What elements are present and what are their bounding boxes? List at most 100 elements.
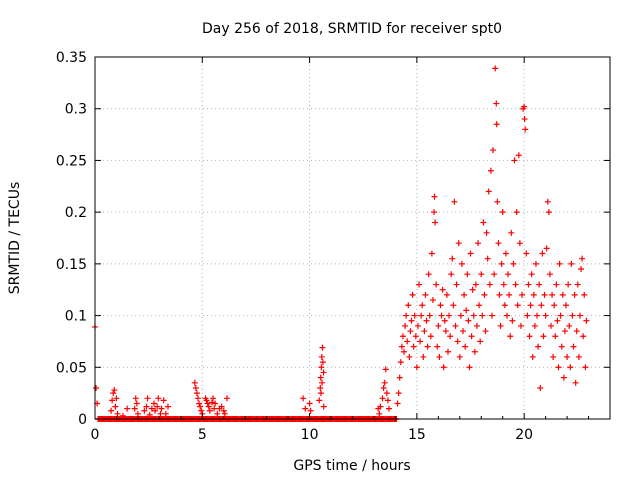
data-point	[573, 328, 580, 335]
data-point	[402, 322, 409, 329]
data-point	[502, 250, 509, 257]
data-point	[461, 291, 468, 298]
data-point	[401, 348, 407, 355]
data-point	[542, 312, 549, 319]
data-point	[384, 397, 391, 404]
data-point	[550, 353, 557, 360]
data-point	[418, 312, 425, 319]
data-point	[319, 379, 326, 386]
data-point	[317, 374, 324, 381]
data-point	[446, 312, 453, 319]
data-point	[421, 328, 428, 335]
data-point	[205, 403, 212, 410]
data-point	[583, 317, 590, 324]
data-point	[435, 322, 442, 329]
data-point	[515, 152, 522, 159]
data-point	[536, 281, 543, 288]
data-point	[496, 291, 503, 298]
data-point	[409, 291, 416, 298]
data-point	[439, 286, 446, 293]
data-point	[317, 390, 324, 397]
data-point	[567, 364, 574, 371]
data-point	[134, 410, 141, 417]
data-point	[157, 410, 164, 417]
data-point	[198, 407, 205, 414]
data-point	[112, 403, 119, 410]
data-point	[482, 328, 489, 335]
data-point	[414, 322, 421, 329]
data-point	[564, 353, 571, 360]
data-point	[191, 379, 198, 386]
data-point	[510, 260, 517, 267]
data-point	[411, 312, 418, 319]
data-point	[412, 333, 419, 340]
data-point	[113, 395, 120, 402]
data-point	[436, 353, 443, 360]
data-point	[223, 395, 230, 402]
data-point	[494, 198, 501, 205]
data-point	[478, 271, 485, 278]
y-tick-label: 0.05	[56, 360, 87, 376]
data-point	[483, 229, 490, 236]
data-point	[110, 390, 117, 397]
data-point	[568, 260, 575, 267]
data-point	[144, 395, 151, 402]
data-point	[419, 302, 426, 309]
data-point	[433, 281, 440, 288]
data-point	[546, 271, 553, 278]
data-point	[455, 240, 462, 247]
data-point	[484, 255, 491, 262]
data-point	[404, 338, 411, 345]
data-point	[570, 343, 577, 350]
data-point	[406, 353, 413, 360]
data-point	[557, 312, 564, 319]
data-point	[428, 250, 435, 257]
data-point	[492, 65, 499, 72]
data-point	[509, 317, 516, 324]
data-point	[566, 322, 573, 329]
data-point	[192, 384, 199, 391]
data-point	[162, 410, 169, 417]
data-point	[529, 353, 536, 360]
data-point	[528, 271, 535, 278]
data-point	[452, 322, 459, 329]
data-point	[465, 317, 472, 324]
data-point	[405, 302, 412, 309]
data-point	[572, 379, 579, 386]
data-point	[431, 209, 438, 216]
data-point	[444, 348, 451, 355]
data-point	[537, 384, 544, 391]
data-point	[396, 374, 403, 381]
data-point	[318, 364, 325, 371]
data-point	[155, 395, 162, 402]
y-tick-label: 0.15	[56, 257, 87, 273]
data-point	[522, 126, 529, 133]
x-tick-label: 15	[408, 427, 426, 443]
y-tick-label: 0	[78, 412, 87, 428]
data-point	[543, 245, 550, 252]
data-point	[131, 405, 138, 412]
data-point	[558, 343, 565, 350]
data-point	[379, 395, 386, 402]
data-point	[434, 343, 441, 350]
data-point	[508, 229, 515, 236]
data-point	[575, 353, 582, 360]
data-point	[538, 302, 545, 309]
data-point	[450, 302, 457, 309]
x-tick-label: 10	[301, 427, 319, 443]
data-point	[158, 405, 165, 412]
data-point	[472, 281, 479, 288]
data-point	[454, 338, 461, 345]
data-point	[471, 348, 478, 355]
data-point	[410, 343, 417, 350]
data-point	[464, 271, 471, 278]
data-point	[521, 116, 528, 123]
data-point	[423, 317, 430, 324]
data-point	[206, 407, 213, 414]
data-point	[466, 364, 473, 371]
x-tick-labels: 0 5 10 15 20	[91, 427, 534, 443]
data-point	[469, 286, 476, 293]
data-point	[399, 333, 406, 340]
y-tick-label: 0.2	[65, 205, 87, 221]
data-point	[527, 302, 534, 309]
